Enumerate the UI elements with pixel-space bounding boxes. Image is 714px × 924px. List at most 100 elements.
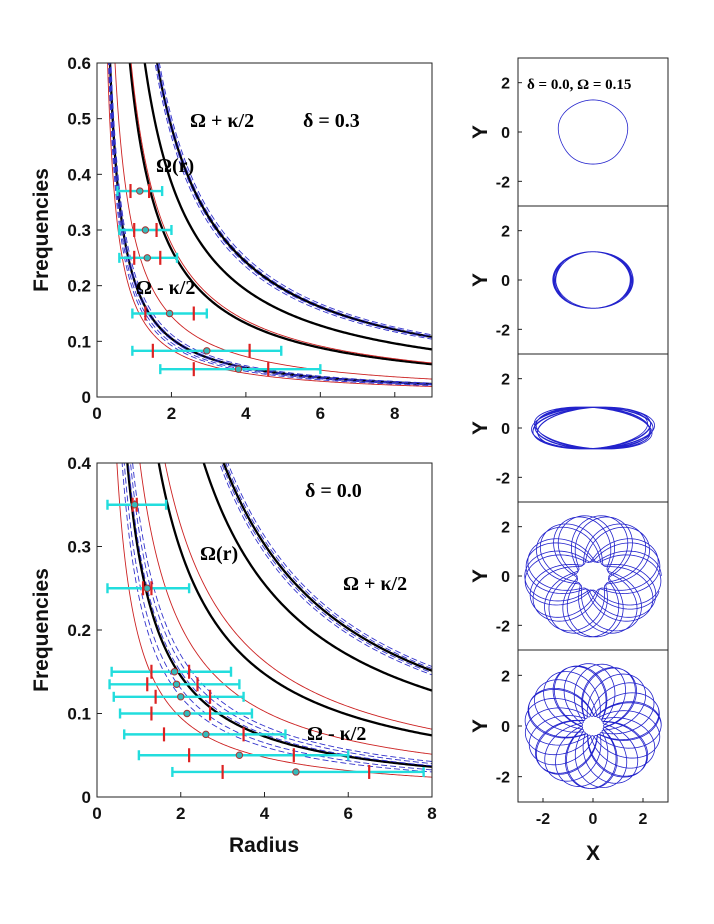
orbit-ytick-label-1-2: 2 [501,224,510,241]
xtick-label-1-3: 6 [344,804,353,823]
xtick-label-0-2: 4 [241,404,251,423]
orbit-frame-3 [517,501,669,651]
top-left-ylabel: Frequencies [30,168,53,292]
orbit-ylabel-3: Y [469,569,492,583]
orbit-ytick-label-0-2: 2 [501,76,510,93]
orbit-curves [524,99,662,789]
top-left-annot-omega: Ω(r) [156,155,194,177]
curve-1-3 [126,463,432,768]
ytick-label-0-5: 0.5 [67,110,91,129]
xtick-label-1-0: 0 [92,804,101,823]
xtick-label-0-4: 8 [390,404,399,423]
ytick-label-0-6: 0.6 [67,54,91,73]
xtick-label-0-3: 6 [316,404,325,423]
orbit-ytick-label-0-1: 0 [501,125,510,142]
orbit-ylabels: Y Y Y Y Y [469,125,492,733]
curve-1-11 [132,463,432,762]
curve-0-14 [157,63,432,337]
curve-1-8 [123,463,432,771]
orbit-xtick-label-2: 2 [639,811,648,828]
curve-1-13 [221,463,432,674]
point-1-5 [183,709,191,718]
bottom-left-panel: 0 2 4 6 8 0 0.1 0.2 0.3 0.4 Frequencies Radius δ … [30,454,437,857]
orbit-xtick-label-1: 0 [589,811,598,828]
xtick-label-1-4: 8 [427,804,436,823]
bottom-left-points [106,497,425,779]
bottom-left-ylabel: Frequencies [30,568,53,692]
curve-0-5 [130,63,432,364]
orbit-path-0 [557,99,629,165]
orbit-ytick-label-1-0: -2 [496,322,510,339]
orbit-panel-1 [552,251,634,309]
point-0-5 [234,365,243,373]
point-0-2 [143,254,151,262]
ytick-label-0-1: 0.1 [67,332,91,351]
curve-1-4 [139,463,432,755]
top-left-panel: 0 2 4 6 8 0 0.1 0.2 0.3 0.4 0.5 0.6 Frequencies Ω +… [30,54,433,423]
point-1-6 [202,730,210,739]
orbit-panel-2 [531,406,655,450]
ytick-label-0-0: 0 [82,388,91,407]
orbit-path-4 [524,663,662,789]
curve-0-13 [155,63,432,339]
top-left-ticks: 0 2 4 6 8 0 0.1 0.2 0.3 0.4 0.5 0.6 [67,54,399,423]
point-1-2 [170,668,179,676]
curve-0-6 [107,63,432,387]
ytick-label-1-1: 0.1 [67,705,91,724]
orbit-ylabel-0: Y [469,125,492,139]
curve-1-5 [164,463,432,730]
xtick-label-0-0: 0 [92,404,101,423]
bottom-left-xlabel: Radius [229,834,299,857]
xtick-label-1-2: 4 [260,804,270,823]
orbit-ytick-label-3-2: 2 [501,520,510,537]
curve-1-2 [222,463,432,672]
orbit-xlabel: X [586,842,600,865]
point-1-0 [130,501,139,509]
orbit-panel-4 [524,663,662,789]
orbit-path-1 [552,251,634,309]
point-1-8 [292,768,300,776]
bottom-left-annot-omega: Ω(r) [200,543,238,565]
bottom-left-annot-omega-plus: Ω + κ/2 [343,573,407,595]
bottom-left-curves [116,463,432,778]
curve-0-0 [128,63,432,366]
top-left-annot-omega-minus: Ω - κ/2 [136,277,195,299]
curve-0-12 [154,63,432,340]
orbit-panels: -2 0 2 -2 0 2 -2 0 2 -2 0 2 -2 0 2 -2 0 2 δ = 0.0, Ω = 0.… [469,57,669,865]
point-0-0 [136,187,144,195]
top-left-annot-omega-plus: Ω + κ/2 [190,110,254,132]
ytick-label-1-3: 0.3 [67,538,91,557]
curve-0-15 [158,63,432,336]
ytick-label-0-4: 0.4 [67,165,91,184]
orbit-ytick-label-2-0: -2 [496,470,510,487]
point-1-1 [143,584,151,592]
top-left-points [116,184,322,377]
curve-1-12 [219,463,432,676]
ytick-label-1-2: 0.2 [67,621,91,640]
curve-0-10 [109,63,432,385]
orbit-frame-1 [517,205,669,355]
curve-1-7 [121,463,432,773]
curve-1-0 [157,463,432,737]
orbit-ytick-label-2-2: 2 [501,372,510,389]
orbit-frame-2 [517,353,669,503]
curve-0-4 [114,63,432,380]
ytick-label-1-4: 0.4 [67,454,91,473]
orbit-ytick-label-3-0: -2 [496,618,510,635]
ytick-label-0-3: 0.3 [67,221,91,240]
point-1-3 [172,680,181,688]
orbit-ytick-label-4-1: 0 [501,719,510,736]
orbit-ytick-label-1-1: 0 [501,273,510,290]
point-1-7 [235,751,244,759]
bottom-left-ticks: 0 2 4 6 8 0 0.1 0.2 0.3 0.4 [67,454,436,823]
orbit-ticks: -2 0 2 -2 0 2 -2 0 2 -2 0 2 -2 0 2 -2 0 2 [496,76,648,828]
point-0-1 [141,226,150,234]
curve-1-1 [202,463,432,692]
curve-0-2 [156,63,432,339]
orbit-ytick-label-4-0: -2 [496,770,510,787]
ytick-label-1-0: 0 [82,788,91,807]
orbit-ytick-label-4-2: 2 [501,668,510,685]
orbit-path-3 [524,515,662,638]
xtick-label-1-1: 2 [176,804,185,823]
